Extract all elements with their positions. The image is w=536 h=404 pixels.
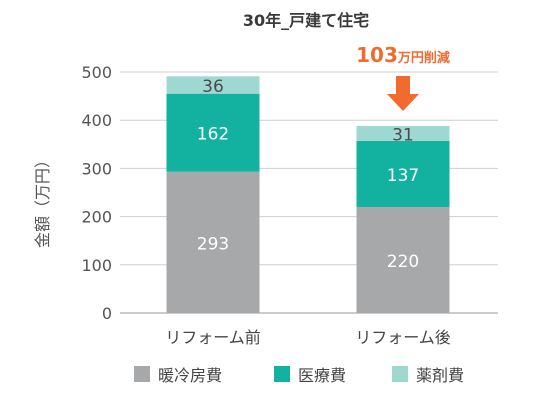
- down-arrow-icon: [387, 76, 419, 111]
- legend-swatch: [134, 366, 150, 382]
- bar-segment: [166, 93, 260, 172]
- y-tick-label: 0: [102, 304, 112, 323]
- bar-segment: [356, 206, 450, 313]
- reduction-unit: 万円削減: [397, 50, 450, 66]
- y-tick-label: 200: [81, 208, 112, 227]
- legend-swatch: [392, 366, 408, 382]
- data-label: 31: [392, 125, 414, 145]
- y-axis-ticks: 0 100 200 300 400 500: [81, 63, 112, 323]
- legend: 暖冷房費 医療費 薬剤費: [134, 366, 464, 385]
- bar-segment: [356, 125, 450, 141]
- reduction-number: 103: [356, 43, 398, 67]
- y-tick-label: 400: [81, 111, 112, 130]
- reduction-annotation: 103万円削減: [356, 43, 450, 111]
- bar-segment: [166, 76, 260, 94]
- y-tick-label: 500: [81, 63, 112, 82]
- legend-swatch: [274, 366, 290, 382]
- reduction-label: 103万円削減: [356, 43, 450, 67]
- x-category-label: リフォーム後: [355, 328, 451, 347]
- data-label: 293: [197, 234, 229, 254]
- legend-label: 医療費: [298, 366, 346, 385]
- legend-label: 暖冷房費: [158, 366, 222, 385]
- y-tick-label: 300: [81, 159, 112, 178]
- bar-segment: [356, 140, 450, 207]
- chart-title: 30年_戸建て住宅: [243, 11, 369, 30]
- data-label: 137: [387, 166, 419, 186]
- data-label: 220: [387, 252, 419, 272]
- bars: 293 162 36 220 137 31: [166, 76, 450, 313]
- y-tick-label: 100: [81, 256, 112, 275]
- bar-segment: [166, 171, 260, 313]
- legend-label: 薬剤費: [416, 366, 464, 385]
- y-axis-label: 金額（万円）: [33, 152, 52, 248]
- data-label: 36: [202, 77, 224, 97]
- x-axis-categories: リフォーム前 リフォーム後: [165, 328, 451, 347]
- x-category-label: リフォーム前: [165, 328, 261, 347]
- data-label: 162: [197, 125, 229, 145]
